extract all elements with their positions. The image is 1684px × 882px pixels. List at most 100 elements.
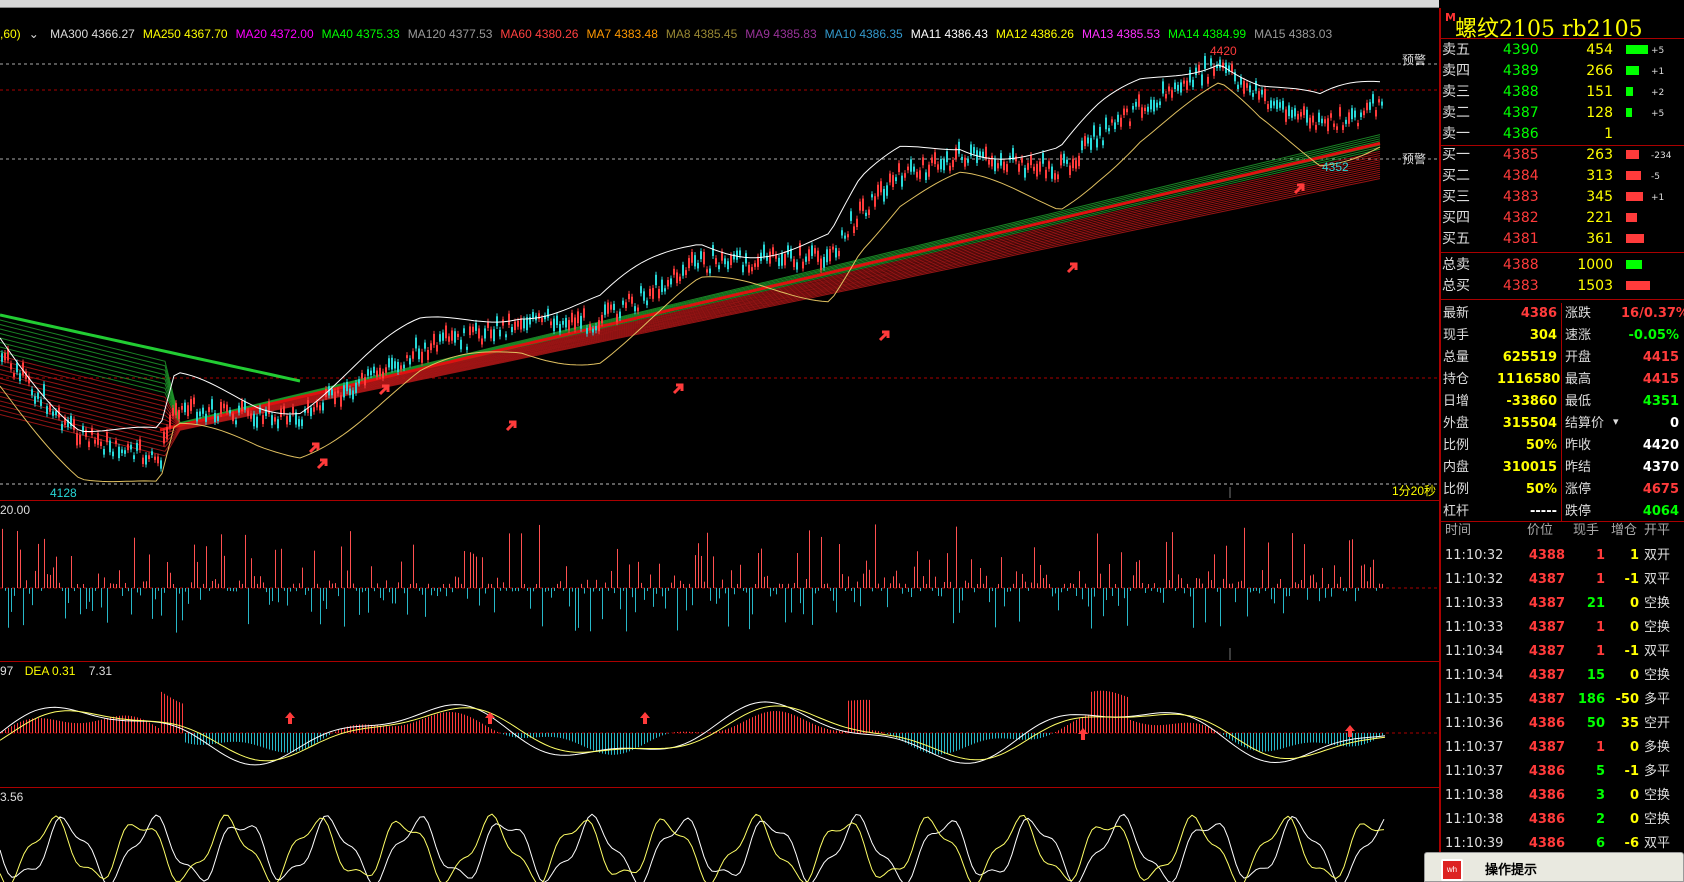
volume-bar bbox=[1244, 528, 1245, 588]
candle-body bbox=[76, 433, 78, 445]
candle-body bbox=[670, 278, 672, 284]
volume-bar bbox=[1211, 580, 1212, 588]
volume-bar bbox=[971, 559, 972, 588]
volume-bar bbox=[632, 588, 633, 597]
trade-type: 空换 bbox=[1644, 664, 1670, 688]
instrument-header[interactable]: M 螺纹2105 rb2105 bbox=[1441, 8, 1684, 39]
bid-level-row[interactable]: 买五 4381 361 bbox=[1441, 229, 1684, 250]
ask-level-row[interactable]: 卖三 4388 151 +2 bbox=[1441, 82, 1684, 103]
up-arrow-icon bbox=[1068, 264, 1076, 272]
macd-bar bbox=[692, 732, 693, 733]
candle-body bbox=[100, 442, 102, 446]
bid-level-row[interactable]: 买一 4385 263 -234 bbox=[1441, 145, 1684, 166]
volume-bar bbox=[872, 588, 873, 591]
bid-level-row[interactable]: 买四 4382 221 bbox=[1441, 208, 1684, 229]
macd-bar bbox=[686, 732, 687, 733]
macd-bar bbox=[1133, 721, 1134, 733]
app-logo-icon: wh bbox=[1441, 859, 1463, 881]
volume-bar bbox=[170, 573, 171, 588]
macd-bar bbox=[545, 733, 546, 737]
trade-row[interactable]: 11:10:38 4386 2 0 空换 bbox=[1441, 808, 1684, 832]
operation-tip-popup[interactable]: wh 操作提示 bbox=[1424, 852, 1684, 882]
trade-header-qty: 现手 bbox=[1573, 520, 1599, 542]
macd-bar bbox=[1202, 725, 1203, 733]
candle-body bbox=[1123, 109, 1125, 115]
macd-bar bbox=[926, 733, 927, 753]
trade-row[interactable]: 11:10:36 4386 50 35 空开 bbox=[1441, 712, 1684, 736]
volume-bar bbox=[782, 584, 783, 588]
candle-body bbox=[817, 251, 819, 262]
candle-body bbox=[355, 383, 357, 393]
volume-bar bbox=[56, 557, 57, 588]
volume-bar bbox=[905, 584, 906, 588]
volume-bar bbox=[1055, 588, 1056, 593]
candle-body bbox=[733, 254, 735, 259]
volume-bar bbox=[455, 577, 456, 588]
candle-body bbox=[19, 373, 21, 381]
trade-row[interactable]: 11:10:37 4386 5 -1 多平 bbox=[1441, 760, 1684, 784]
bid-level-row[interactable]: 买二 4384 313 -5 bbox=[1441, 166, 1684, 187]
macd-bar bbox=[74, 723, 75, 733]
volume-bar bbox=[233, 588, 234, 591]
trade-row[interactable]: 11:10:32 4388 1 1 双开 bbox=[1441, 544, 1684, 568]
candle-body bbox=[370, 371, 372, 375]
candle-body bbox=[220, 402, 222, 414]
trade-row[interactable]: 11:10:33 4387 21 0 空换 bbox=[1441, 592, 1684, 616]
macd-bar bbox=[1109, 691, 1110, 733]
quote-value: 4415 bbox=[1621, 369, 1679, 391]
candle-body bbox=[283, 406, 285, 413]
ask-level-row[interactable]: 卖二 4387 128 +5 bbox=[1441, 103, 1684, 124]
volume-bar bbox=[1343, 588, 1344, 591]
volume-bar bbox=[1298, 584, 1299, 588]
volume-bar bbox=[1232, 584, 1233, 588]
ask-level-row[interactable]: 卖一 4386 1 bbox=[1441, 124, 1684, 145]
macd-bar bbox=[1139, 723, 1140, 733]
candle-body bbox=[1144, 108, 1146, 111]
ask-level-row[interactable]: 卖四 4389 266 +1 bbox=[1441, 61, 1684, 82]
trade-qty: 5 bbox=[1571, 760, 1605, 784]
candle-body bbox=[298, 419, 300, 426]
candle-body bbox=[361, 373, 363, 379]
candle-body bbox=[1195, 68, 1197, 75]
volume-bar bbox=[527, 588, 528, 591]
macd-bar bbox=[788, 713, 789, 733]
volume-bar bbox=[470, 552, 471, 588]
volume-bar bbox=[95, 588, 96, 591]
bid-level-row[interactable]: 买三 4383 345 +1 bbox=[1441, 187, 1684, 208]
trade-row[interactable]: 11:10:34 4387 15 0 空换 bbox=[1441, 664, 1684, 688]
macd-bar bbox=[557, 733, 558, 737]
volume-bar bbox=[1061, 588, 1062, 592]
volume-bar bbox=[947, 553, 948, 588]
volume-bar bbox=[806, 579, 807, 588]
trade-row[interactable]: 11:10:34 4387 1 -1 双平 bbox=[1441, 640, 1684, 664]
volume-bar bbox=[1118, 588, 1119, 606]
ask-level-row[interactable]: 卖五 4390 454 +5 bbox=[1441, 40, 1684, 61]
trade-row[interactable]: 11:10:33 4387 1 0 空换 bbox=[1441, 616, 1684, 640]
volume-bar bbox=[1103, 588, 1104, 616]
macd-bar bbox=[1262, 733, 1263, 752]
volume-bar bbox=[224, 556, 225, 588]
candle-body bbox=[1282, 101, 1284, 110]
trade-row[interactable]: 11:10:32 4387 1 -1 双平 bbox=[1441, 568, 1684, 592]
candle-body bbox=[1231, 64, 1233, 72]
ma-legend-item: MA8 4385.45 bbox=[666, 27, 737, 41]
trade-row[interactable]: 11:10:37 4387 1 0 多换 bbox=[1441, 736, 1684, 760]
candle-body bbox=[787, 245, 789, 254]
candle-body bbox=[343, 385, 345, 397]
macd-bar bbox=[1268, 733, 1269, 751]
chevron-down-icon[interactable]: ▾ bbox=[1613, 415, 1619, 428]
volume-bar bbox=[59, 583, 60, 588]
chevron-down-icon[interactable]: ⌄ bbox=[29, 27, 39, 41]
macd-bar bbox=[833, 730, 834, 733]
volume-bar bbox=[461, 584, 462, 588]
trade-row[interactable]: 11:10:35 4387 186 -50 多平 bbox=[1441, 688, 1684, 712]
volume-bar bbox=[1253, 588, 1254, 591]
candle-body bbox=[925, 172, 927, 180]
level-label: 买一 bbox=[1442, 145, 1470, 166]
volume-bar bbox=[521, 533, 522, 588]
chart-area[interactable]: 4420 4128 4352 预警 预警 1分20秒 ,60) ⌄ MA300 4366.2… bbox=[0, 0, 1439, 882]
macd-bar bbox=[1001, 733, 1002, 738]
trade-row[interactable]: 11:10:38 4386 3 0 空换 bbox=[1441, 784, 1684, 808]
volume-bar bbox=[431, 588, 432, 595]
